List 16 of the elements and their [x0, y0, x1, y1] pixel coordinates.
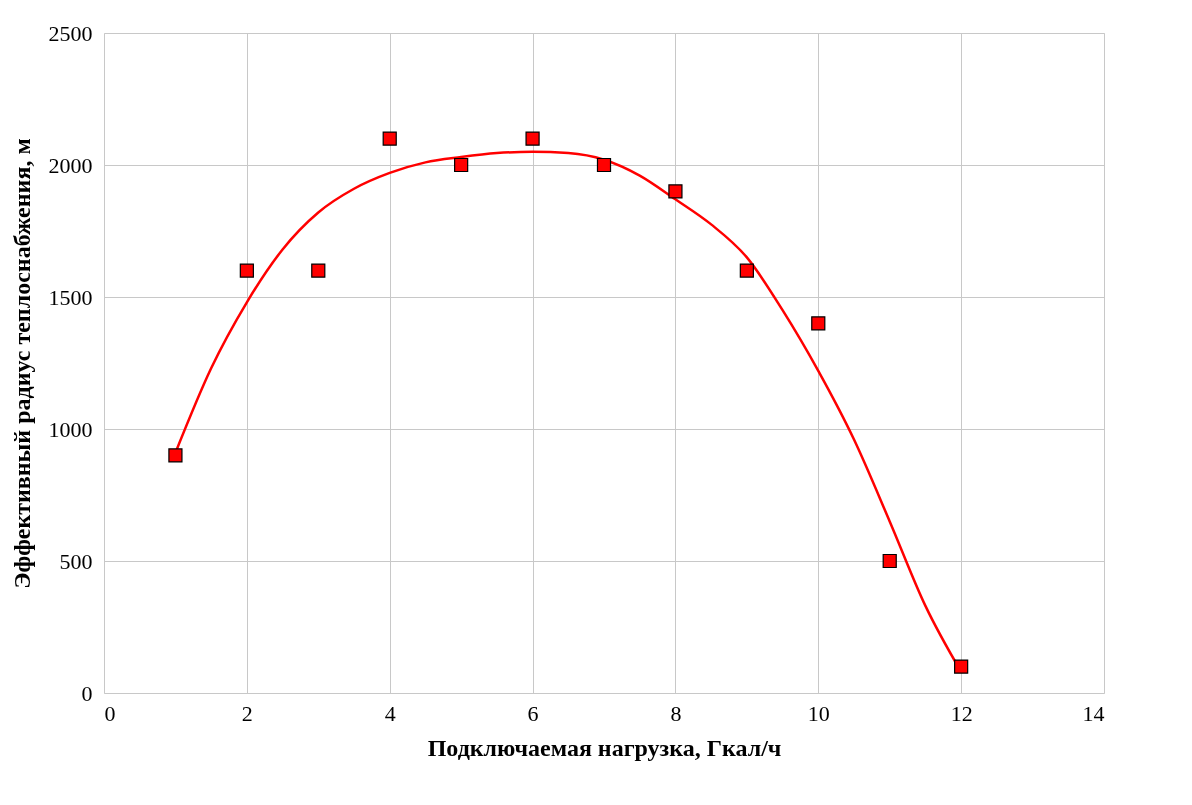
- y-tick-label: 2000: [48, 152, 93, 178]
- x-tick-label: 10: [807, 700, 830, 726]
- y-tick-label: 500: [59, 548, 93, 574]
- x-tick-label: 12: [950, 700, 973, 726]
- y-tick-label: 0: [81, 680, 93, 706]
- x-axis-title: Подключаемая нагрузка, Гкал/ч: [427, 734, 782, 761]
- y-tick-label: 1000: [48, 416, 93, 442]
- x-tick-label: 6: [527, 700, 539, 726]
- x-tick-label: 8: [670, 700, 682, 726]
- x-tick-label: 2: [241, 700, 253, 726]
- x-tick-label: 4: [384, 700, 396, 726]
- y-tick-label: 2500: [48, 20, 93, 46]
- x-tick-label: 0: [104, 700, 116, 726]
- y-tick-label: 1500: [48, 284, 93, 310]
- x-tick-label: 14: [1082, 700, 1105, 726]
- y-axis-title: Эффективный радиус теплоснабжения, м: [8, 138, 35, 589]
